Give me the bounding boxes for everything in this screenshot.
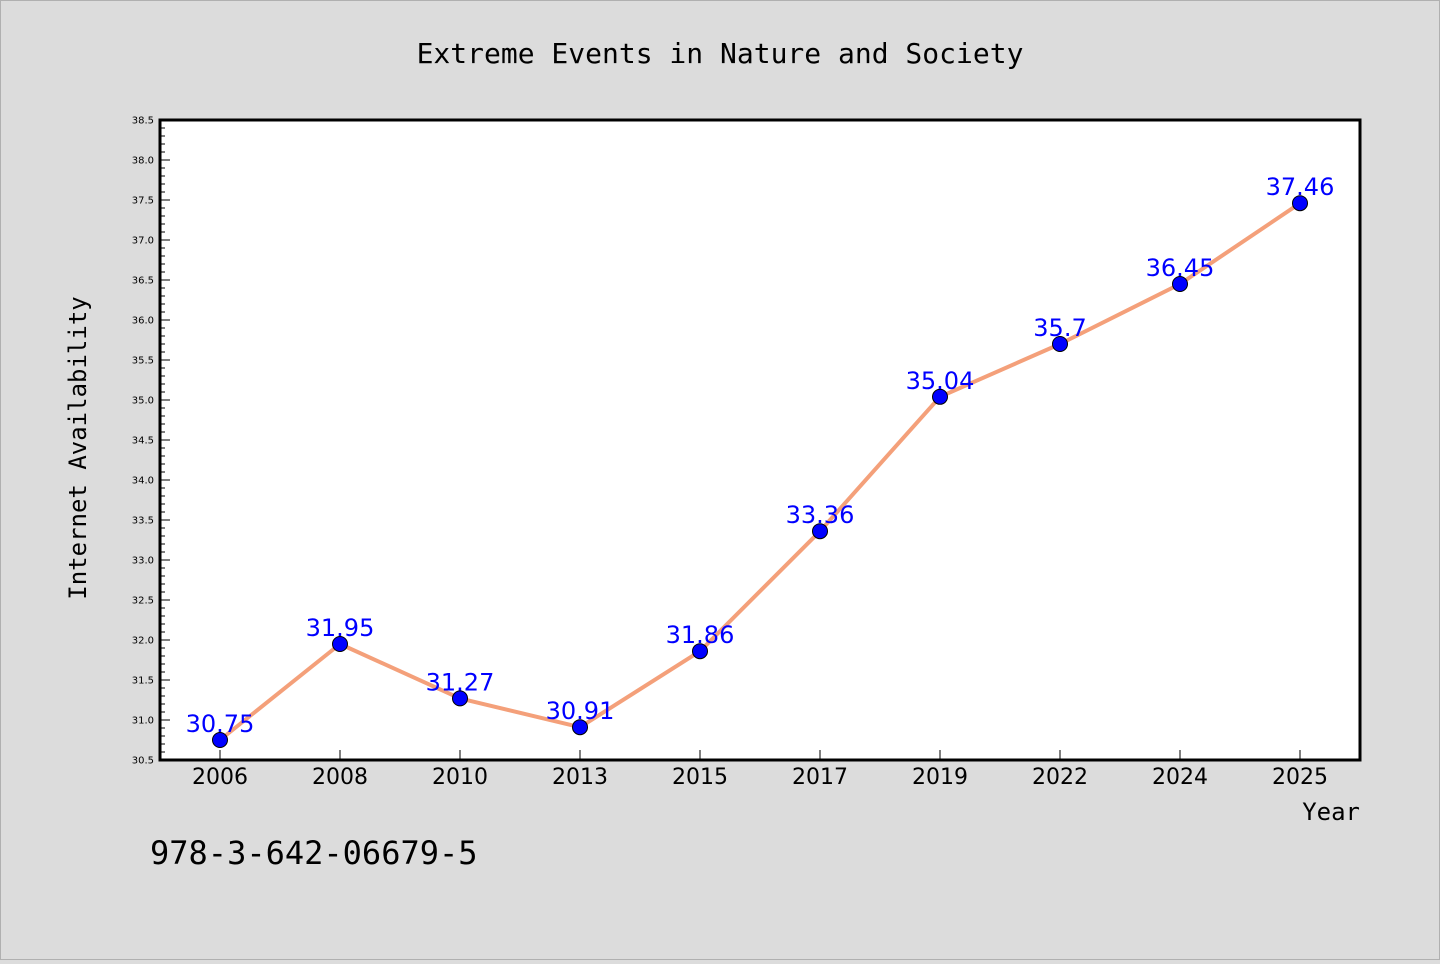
data-label: 31.95	[306, 614, 375, 642]
x-tick-label: 2025	[1272, 765, 1328, 790]
data-point	[572, 719, 588, 736]
data-label: 30.91	[546, 697, 615, 725]
x-tick-label: 2024	[1152, 765, 1208, 790]
data-point	[212, 732, 228, 748]
data-point	[692, 643, 708, 660]
y-tick-label: 35.5	[132, 356, 154, 367]
plot-area	[158, 118, 1362, 762]
y-tick-label: 36.0	[132, 316, 154, 327]
y-tick-label: 33.0	[132, 556, 154, 567]
y-tick-label: 34.0	[132, 476, 154, 487]
y-axis-label: Internet Availability	[64, 296, 92, 599]
y-axis: 30.5 31.0 31.5 32.0 32.5 33.0 33.5 34.0 34.5 35.0…	[132, 116, 170, 767]
series-line	[218, 201, 1302, 742]
data-label: 33.36	[786, 501, 855, 529]
isbn-annotation: 978-3-642-06679-5	[150, 834, 478, 872]
data-point	[932, 388, 948, 405]
y-tick-label: 38.5	[132, 116, 154, 127]
y-tick-label: 32.5	[132, 596, 154, 607]
data-point	[332, 636, 348, 652]
x-tick-label: 2015	[672, 765, 728, 790]
data-point	[812, 523, 828, 540]
x-tick-label: 2022	[1032, 765, 1088, 790]
y-tick-label: 33.5	[132, 516, 154, 527]
data-label: 31.86	[666, 621, 735, 649]
x-tick-label: 2010	[432, 765, 488, 790]
y-tick-label: 30.5	[132, 756, 154, 767]
data-point	[452, 690, 468, 707]
y-tick-label: 38.0	[132, 156, 154, 167]
x-tick-label: 2006	[192, 765, 248, 790]
data-label-group: 30.75 31.95 31.27 30.91 31.86 33.36 35.04 35.7 3…	[186, 173, 1335, 738]
y-tick-label: 31.0	[132, 716, 154, 727]
x-axis: 2006 2008 2010 2013 2015 2017 2019 2022 2024 2025	[192, 750, 1328, 790]
data-label: 30.75	[186, 710, 255, 738]
data-label: 36.45	[1146, 254, 1215, 282]
y-tick-label: 37.5	[132, 196, 154, 207]
data-label: 37.46	[1266, 173, 1335, 201]
data-point	[1172, 276, 1188, 292]
y-tick-label: 32.0	[132, 636, 154, 647]
data-label: 31.27	[426, 668, 495, 696]
data-point	[1292, 195, 1308, 212]
x-tick-label: 2019	[912, 765, 968, 790]
data-point	[1052, 336, 1068, 352]
x-tick-label: 2008	[312, 765, 368, 790]
y-tick-label: 37.0	[132, 236, 154, 247]
y-tick-label: 31.5	[132, 676, 154, 687]
y-tick-label: 35.0	[132, 396, 154, 407]
x-tick-label: 2017	[792, 765, 848, 790]
data-label: 35.7	[1033, 314, 1086, 342]
y-tick-label: 34.5	[132, 436, 154, 447]
data-label: 35.04	[906, 367, 975, 395]
y-tick-label: 36.5	[132, 276, 154, 287]
chart-title: Extreme Events in Nature and Society	[417, 37, 1024, 70]
x-tick-label: 2013	[552, 765, 608, 790]
x-axis-label: Year	[1302, 798, 1360, 826]
series-line-group	[212, 195, 1308, 748]
